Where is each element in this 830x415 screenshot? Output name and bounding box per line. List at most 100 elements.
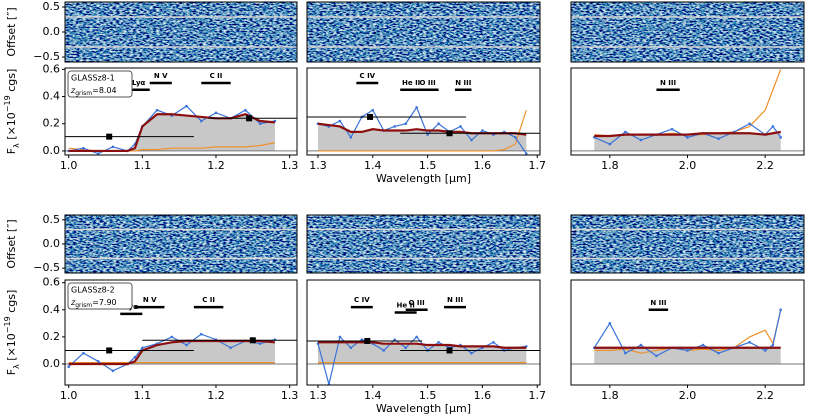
annotation-redshift: zgrism=8.04: [70, 86, 117, 98]
model-fill: [317, 123, 527, 151]
data-point: [360, 338, 364, 341]
data-point: [141, 346, 144, 350]
x-tick-label: 1.6: [474, 159, 492, 172]
annotation-name: GLASSz8-1: [71, 74, 115, 83]
plot-area: [65, 332, 297, 373]
model-fill: [68, 340, 275, 364]
x-tick-label: 2.0: [679, 159, 697, 172]
data-point: [258, 122, 262, 126]
y-tick-label: 0.2: [43, 117, 61, 130]
image-2d: [65, 2, 297, 62]
frame: [306, 214, 541, 274]
x-axis-label: Wavelength [μm]: [376, 402, 471, 415]
photometry-point: [106, 347, 113, 354]
data-point: [258, 342, 262, 345]
data-point: [470, 138, 473, 142]
y-tick-label: 0.5: [43, 0, 61, 13]
data-point: [748, 122, 751, 126]
y-axis-label-part: λ: [12, 143, 21, 148]
model-fill: [317, 342, 527, 364]
frame: [64, 1, 298, 63]
data-point: [111, 369, 115, 373]
emission-line-label: He II: [402, 79, 420, 87]
data-point: [748, 341, 751, 344]
redshift-value: =7.90: [92, 298, 117, 307]
x-tick-label: 1.6: [474, 389, 492, 402]
contamination-line: [594, 309, 782, 354]
spectrum-1d-panel: C IV He IIO III N III 1.3 1.4 1.5 1.6 1.7 Wavele…: [306, 279, 547, 415]
x-tick-label: 1.5: [419, 159, 437, 172]
data-point: [481, 129, 484, 132]
data-point: [155, 108, 159, 112]
data-point: [404, 346, 407, 350]
x-tick-label: 1.8: [601, 389, 619, 402]
image-2d: [65, 215, 297, 273]
x-tick-label: 1.5: [419, 389, 437, 402]
y-tick-label: −0.5: [33, 50, 60, 63]
data-point: [199, 332, 203, 336]
data-point: [185, 104, 188, 108]
frame: [570, 67, 805, 156]
data-point: [686, 136, 689, 139]
data-point: [624, 351, 627, 355]
frame: [570, 214, 805, 274]
data-point: [459, 125, 462, 128]
data-point: [96, 152, 100, 155]
y-axis-label-part: F: [5, 148, 18, 154]
data-point: [415, 106, 418, 109]
data-point: [771, 125, 775, 128]
emission-line-label: C IV: [354, 296, 370, 304]
data-point: [771, 343, 775, 347]
x-tick-label: 1.7: [529, 389, 547, 402]
model-fill: [594, 347, 781, 364]
data-point: [349, 136, 353, 139]
data-point: [624, 130, 627, 134]
frame: [570, 279, 805, 386]
data-point: [349, 346, 353, 350]
x-tick-label: 1.3: [309, 389, 327, 402]
data-point: [382, 349, 386, 352]
data-point: [393, 125, 397, 128]
model-fill: [594, 131, 781, 151]
model-line: [594, 130, 781, 138]
x-tick-label: 2.2: [756, 389, 774, 402]
photometry-point: [364, 337, 371, 344]
data-point: [133, 355, 137, 359]
data-point: [437, 122, 440, 126]
y-axis-label: Offset [″]: [5, 7, 18, 56]
data-point: [608, 322, 612, 325]
data-point: [214, 111, 218, 115]
x-tick-label: 1.3: [281, 159, 299, 172]
annotation-redshift: zgrism=7.90: [70, 298, 117, 310]
data-point: [639, 138, 643, 142]
y-tick-label: 0.0: [43, 357, 61, 370]
data-point: [404, 122, 407, 126]
y-tick-label: 0.4: [43, 303, 61, 316]
emission-line-label: N III: [650, 299, 666, 307]
redshift-symbol: z: [70, 298, 76, 307]
data-point: [338, 119, 342, 123]
annotation-box: [67, 282, 133, 310]
data-point: [763, 349, 767, 352]
spectrum-2d-panel: 0.5 0.0 −0.5 Offset [″]: [5, 0, 298, 63]
frame: [306, 1, 541, 63]
data-point: [717, 351, 720, 355]
y-tick-label: 0.5: [43, 213, 61, 226]
spectrum-1d-panel: N III 1.8 2.0 2.2: [570, 279, 805, 402]
y-axis-label: Fλ [×10−19 cgs]: [3, 290, 21, 376]
photometry-point: [446, 130, 453, 137]
frame: [306, 279, 541, 386]
redshift-value: =8.04: [92, 86, 117, 95]
data-point: [426, 133, 429, 136]
y-tick-label: 0.4: [43, 90, 61, 103]
redshift-subscript: grism: [75, 90, 92, 97]
data-point: [338, 335, 342, 339]
data-point: [437, 341, 440, 344]
x-tick-label: 2.0: [679, 389, 697, 402]
data-point: [96, 359, 100, 363]
spectrum-1d-panel: N III 1.8 2.0 2.2: [570, 67, 805, 172]
spectrum-2d-panel: [306, 214, 541, 274]
frame: [570, 1, 805, 63]
